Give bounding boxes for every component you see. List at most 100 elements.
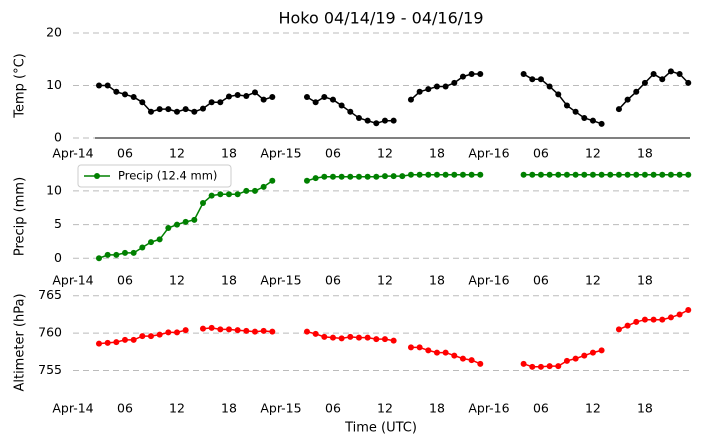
x-tick-label: 12	[377, 146, 393, 161]
x-tick-label: 12	[169, 146, 185, 161]
x-tick-label: 12	[377, 401, 393, 416]
marker	[641, 171, 648, 178]
marker	[139, 333, 146, 340]
marker	[182, 327, 189, 334]
marker	[303, 328, 310, 335]
marker	[95, 82, 102, 89]
marker	[685, 79, 692, 86]
y-tick-label: 20	[46, 25, 62, 40]
marker	[633, 88, 640, 95]
marker	[321, 173, 328, 180]
marker	[191, 216, 198, 223]
marker	[633, 171, 640, 178]
marker	[659, 76, 666, 83]
marker	[121, 91, 128, 98]
marker	[329, 96, 336, 103]
marker	[416, 88, 423, 95]
marker	[399, 173, 406, 180]
y-tick-label: 10	[46, 182, 62, 197]
marker	[130, 249, 137, 256]
marker	[650, 316, 657, 323]
marker	[381, 336, 388, 343]
marker	[555, 363, 562, 370]
marker	[165, 224, 172, 231]
marker	[589, 349, 596, 356]
marker	[355, 115, 362, 122]
marker	[598, 171, 605, 178]
marker	[563, 357, 570, 364]
marker	[251, 187, 258, 194]
x-tick-label: 18	[637, 273, 653, 288]
marker	[641, 316, 648, 323]
marker	[676, 171, 683, 178]
x-tick-label: Apr-14	[52, 401, 93, 416]
chart-title: Hoko 04/14/19 - 04/16/19	[278, 9, 483, 28]
marker	[624, 96, 631, 103]
marker	[390, 337, 397, 344]
marker	[537, 363, 544, 370]
marker	[139, 244, 146, 251]
marker	[598, 120, 605, 127]
marker	[121, 249, 128, 256]
marker	[416, 344, 423, 351]
x-tick-label: 18	[637, 146, 653, 161]
marker	[199, 105, 206, 112]
x-tick-label: 18	[221, 273, 237, 288]
marker	[173, 108, 180, 115]
marker	[95, 255, 102, 262]
marker	[459, 171, 466, 178]
marker	[165, 329, 172, 336]
marker	[442, 83, 449, 90]
marker	[243, 327, 250, 334]
x-tick-label: 12	[169, 401, 185, 416]
marker	[633, 318, 640, 325]
marker	[555, 91, 562, 98]
marker	[147, 239, 154, 246]
marker	[260, 183, 267, 190]
y-axis-label: Altimeter (hPa)	[13, 293, 28, 391]
marker	[217, 191, 224, 198]
marker	[104, 339, 111, 346]
marker	[217, 326, 224, 333]
marker	[312, 330, 319, 337]
y-tick-label: 5	[54, 216, 62, 231]
marker	[208, 192, 215, 199]
marker	[667, 68, 674, 75]
marker	[529, 76, 536, 83]
marker	[364, 117, 371, 124]
x-tick-label: 12	[377, 273, 393, 288]
marker	[546, 83, 553, 90]
marker	[676, 70, 683, 77]
marker	[321, 333, 328, 340]
marker	[459, 73, 466, 80]
marker	[659, 316, 666, 323]
line	[99, 70, 689, 125]
x-tick-label: 18	[221, 146, 237, 161]
marker	[407, 344, 414, 351]
marker	[477, 171, 484, 178]
marker	[234, 91, 241, 98]
marker	[173, 329, 180, 336]
y-axis-label: Temp (°C)	[13, 53, 28, 119]
marker	[546, 363, 553, 370]
marker	[451, 171, 458, 178]
x-tick-label: 18	[429, 401, 445, 416]
marker	[451, 79, 458, 86]
marker	[260, 327, 267, 334]
x-tick-label: 18	[429, 146, 445, 161]
marker	[624, 171, 631, 178]
marker	[225, 93, 232, 100]
marker	[589, 171, 596, 178]
marker	[113, 88, 120, 95]
marker	[529, 171, 536, 178]
x-tick-label: 12	[585, 401, 601, 416]
marker	[104, 251, 111, 258]
marker	[182, 218, 189, 225]
marker	[217, 99, 224, 106]
marker	[615, 106, 622, 113]
marker	[113, 339, 120, 346]
marker	[191, 108, 198, 115]
marker	[156, 106, 163, 113]
marker	[433, 349, 440, 356]
